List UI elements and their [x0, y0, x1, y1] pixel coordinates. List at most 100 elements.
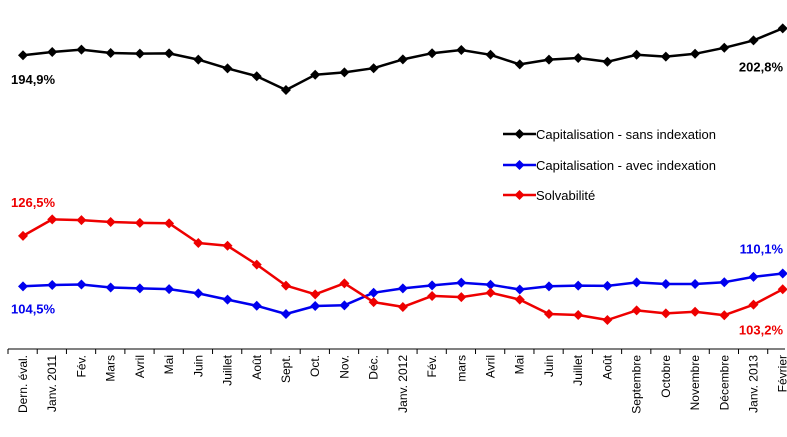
- data-point: [76, 44, 87, 55]
- legend-item: Solvabilité: [503, 188, 595, 203]
- data-point: [105, 282, 116, 293]
- data-point: [573, 53, 584, 63]
- data-point: [134, 48, 145, 59]
- data-point: [18, 230, 28, 241]
- x-tick-label: Fév.: [74, 355, 88, 377]
- data-point: [777, 268, 787, 279]
- x-tick-label: Sept.: [279, 355, 293, 383]
- data-point: [777, 23, 787, 34]
- x-axis: Dern. éval. Janv. 2011 Fév. Mars Avril Mai Jui…: [7, 348, 787, 414]
- x-tick-label: Fév.: [425, 355, 439, 377]
- data-point: [690, 279, 701, 290]
- x-tick-label: Février: [776, 355, 787, 392]
- data-point: [397, 301, 408, 312]
- data-point: [280, 309, 291, 320]
- x-tick-label: mars: [454, 355, 468, 382]
- data-point: [193, 54, 204, 65]
- data-point: [397, 54, 408, 65]
- data-point: [543, 281, 554, 292]
- x-tick-label: Janv. 2012: [396, 355, 410, 413]
- data-point: [514, 284, 525, 295]
- x-tick-label: Juillet: [571, 354, 585, 385]
- x-tick-label: Septembre: [630, 355, 644, 414]
- legend-swatch-marker: [514, 160, 525, 170]
- data-point: [573, 280, 584, 291]
- x-tick-label: Octobre: [659, 355, 673, 398]
- legend-label: Capitalisation - sans indexation: [536, 127, 716, 142]
- legend-item: Capitalisation - avec indexation: [503, 158, 716, 173]
- data-point: [397, 283, 408, 294]
- first-value-label: 126,5%: [11, 195, 56, 210]
- data-point: [280, 85, 291, 95]
- data-point: [251, 71, 262, 82]
- x-tick-label: Nov.: [337, 355, 351, 379]
- end-labels: 194,9% 202,8% 104,5% 110,1% 126,5% 103,2%: [11, 59, 783, 337]
- legend: Capitalisation - sans indexation Capitali…: [503, 127, 716, 203]
- data-point: [485, 49, 496, 60]
- data-point: [18, 50, 28, 61]
- first-value-label: 194,9%: [11, 72, 56, 87]
- data-point: [76, 215, 87, 226]
- series-0: [18, 23, 787, 95]
- data-point: [748, 35, 759, 46]
- last-value-label: 103,2%: [739, 322, 784, 337]
- data-point: [105, 48, 116, 58]
- data-point: [748, 271, 759, 282]
- data-point: [368, 297, 379, 308]
- x-tick-label: Mai: [162, 355, 176, 374]
- data-point: [310, 289, 321, 300]
- data-point: [456, 292, 467, 303]
- data-point: [47, 214, 58, 225]
- x-tick-label: Août: [250, 354, 264, 379]
- data-point: [660, 279, 671, 290]
- data-point: [251, 300, 262, 311]
- data-point: [47, 47, 58, 57]
- data-point: [427, 290, 438, 301]
- x-tick-label: Mars: [104, 355, 118, 382]
- data-point: [485, 287, 496, 298]
- x-tick-label: Oct.: [308, 355, 322, 377]
- data-point: [631, 277, 642, 288]
- data-point: [456, 277, 467, 288]
- data-point: [193, 288, 204, 299]
- x-tick-label: Août: [600, 354, 614, 379]
- x-tick-label: Déc.: [367, 355, 381, 380]
- data-point: [543, 309, 554, 320]
- last-value-label: 110,1%: [740, 241, 784, 256]
- data-point: [164, 48, 175, 59]
- data-point: [660, 51, 671, 62]
- data-point: [339, 67, 350, 78]
- data-point: [573, 309, 584, 320]
- data-point: [251, 259, 262, 270]
- data-point: [18, 281, 28, 292]
- data-point: [602, 315, 613, 326]
- last-value-label: 202,8%: [739, 59, 784, 74]
- data-point: [660, 308, 671, 319]
- data-point: [514, 59, 525, 70]
- series-2: [18, 214, 787, 326]
- data-point: [76, 279, 87, 290]
- data-point: [222, 294, 233, 305]
- x-tick-label: Mai: [513, 355, 527, 374]
- data-point: [690, 48, 701, 59]
- data-point: [193, 238, 204, 249]
- data-point: [427, 48, 438, 59]
- data-point: [748, 299, 759, 310]
- legend-item: Capitalisation - sans indexation: [503, 127, 716, 142]
- data-point: [602, 280, 613, 291]
- data-point: [134, 283, 145, 294]
- x-tick-label: Janv. 2013: [747, 355, 761, 413]
- data-point: [602, 56, 613, 67]
- x-tick-label: Avril: [133, 355, 147, 378]
- data-point: [310, 301, 321, 312]
- x-tick-label: Avril: [484, 355, 498, 378]
- data-point: [47, 279, 58, 290]
- data-point: [164, 218, 175, 229]
- data-point: [485, 279, 496, 290]
- data-point: [719, 277, 730, 288]
- legend-label: Solvabilité: [536, 188, 595, 203]
- legend-label: Capitalisation - avec indexation: [536, 158, 716, 173]
- data-point: [280, 280, 291, 291]
- data-point: [719, 42, 730, 53]
